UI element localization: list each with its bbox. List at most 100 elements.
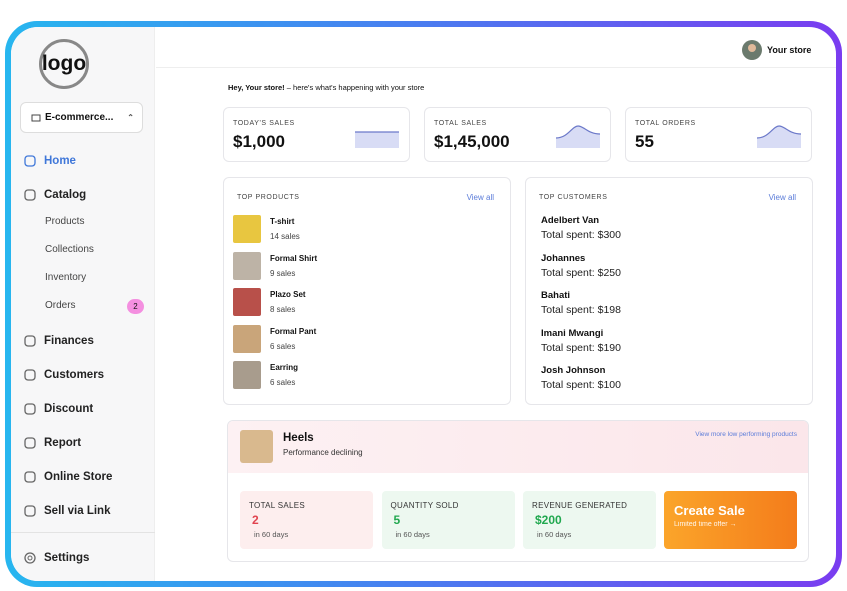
nav-item[interactable]: Discount [23,402,148,416]
badge: 2 [127,299,144,314]
greeting-name: Hey, Your store! [228,83,285,92]
product-name: Heels [283,432,314,444]
logo: logo [39,39,89,89]
metric-value: 2 [252,513,259,527]
metric-value: 5 [393,513,401,527]
stat-card: TOTAL ORDERS 55 [625,107,812,162]
nav-item[interactable]: Report [23,436,148,450]
product-sales: 6 sales [270,378,296,387]
settings-label: Settings [44,552,90,564]
create-sale[interactable]: Create Sale Limited time offer → [664,491,797,549]
stat-label: TOTAL SALES [434,120,487,127]
product-image [233,324,261,353]
stat-label: TOTAL ORDERS [635,120,696,127]
cta-title: Create Sale [674,503,745,518]
low-performer-link[interactable]: View more low performing products [695,431,797,438]
product-sales: 9 sales [270,268,296,278]
nav-item[interactable]: Catalog [23,188,148,202]
nav-item[interactable]: Sell via Link [23,504,148,518]
user-name: Your store [767,45,812,55]
metric-label: REVENUE GENERATED [532,501,628,510]
nav-item[interactable]: Online Store [23,470,148,484]
sparkline [556,125,600,148]
product-name: T-shirt [270,217,295,226]
sub-nav-item[interactable]: Products [45,216,85,227]
product-image [233,361,261,389]
nav-item[interactable]: Customers [23,368,148,382]
metric-label: TOTAL SALES [249,501,306,510]
metric-period: in 60 days [537,530,572,539]
product-name: Earring [270,363,299,372]
nav-icon [24,369,36,381]
sub-nav-item[interactable]: Inventory [45,272,87,283]
view-all[interactable]: View all [466,193,494,202]
sub-nav-item[interactable]: Orders [45,300,76,311]
greeting-text: – here's what's happening with your stor… [286,83,425,92]
product-sales: 14 sales [270,232,300,241]
stat-value: $1,45,000 [434,132,510,151]
nav-icon [24,335,36,347]
sub-nav-item[interactable]: Collections [45,244,94,255]
top-products: TOP PRODUCTS View all T-shirt 14 sales Forma… [223,177,511,405]
product-status: Performance declining [283,448,363,457]
product-image [233,251,261,280]
metric-value: $200 [535,513,562,527]
customer-spent: Total spent: $198 [541,304,621,316]
nav-label: Finances [44,335,94,347]
list-title: TOP CUSTOMERS [539,194,608,201]
customer-name: Josh Johnson [541,365,606,376]
settings[interactable]: Settings [23,551,148,565]
low-performer: Heels Performance declining View more low … [227,420,809,562]
customer-spent: Total spent: $250 [541,266,621,279]
nav-label: Customers [44,369,105,381]
nav-label: Report [44,437,82,449]
metric: REVENUE GENERATED $200 in 60 days [523,491,656,549]
user-menu[interactable]: Your store [742,40,811,60]
nav-label: Sell via Link [44,505,111,517]
customer-name: Adelbert Van [541,215,600,226]
product-image [233,215,261,243]
metric: QUANTITY SOLD 5 in 60 days [381,491,515,549]
nav-icon [24,471,36,483]
product-image [240,430,273,463]
nav-label: Discount [44,403,94,415]
product-sales: 8 sales [270,305,296,314]
store-selector[interactable]: E-commerce... ⌃ [20,102,143,133]
product-name: Plazo Set [270,290,306,299]
customer-name: Bahati [541,290,571,301]
stat-card: TOTAL SALES $1,45,000 [424,107,611,162]
nav-icon [24,155,36,167]
metric-period: in 60 days [395,530,430,539]
metric-period: in 60 days [254,530,289,539]
stat-label: TODAY'S SALES [233,120,295,127]
nav-icon [24,437,36,449]
customer-name: Imani Mwangi [541,327,604,339]
customer-spent: Total spent: $190 [541,341,621,354]
product-image [233,288,261,316]
nav-label: Online Store [44,471,113,483]
customer-spent: Total spent: $300 [541,229,621,241]
nav-item[interactable]: Finances [23,334,148,348]
nav-label: Catalog [44,189,87,201]
nav-icon [24,189,36,201]
product-name: Formal Pant [270,326,317,336]
metric-label: QUANTITY SOLD [390,501,459,510]
view-all[interactable]: View all [768,193,796,202]
sparkline [757,125,801,148]
nav-icon [24,505,36,517]
product-name: Formal Shirt [270,253,318,263]
stat-value: $1,000 [233,132,285,151]
app: logo E-commerce... ⌃ Settings Home Catalo… [11,27,836,581]
sidebar: logo E-commerce... ⌃ Settings Home Catalo… [11,27,155,581]
store-name: E-commerce... [45,112,114,123]
product-sales: 6 sales [270,341,296,351]
sparkline [355,131,399,148]
top-customers: TOP CUSTOMERS View all Adelbert Van Total s… [525,177,813,405]
nav-item[interactable]: Home [23,154,148,168]
nav-icon [24,403,36,415]
metric: TOTAL SALES 2 in 60 days [240,491,373,549]
customer-spent: Total spent: $100 [541,379,621,391]
stat-card: TODAY'S SALES $1,000 [223,107,410,162]
nav-label: Home [44,155,76,167]
